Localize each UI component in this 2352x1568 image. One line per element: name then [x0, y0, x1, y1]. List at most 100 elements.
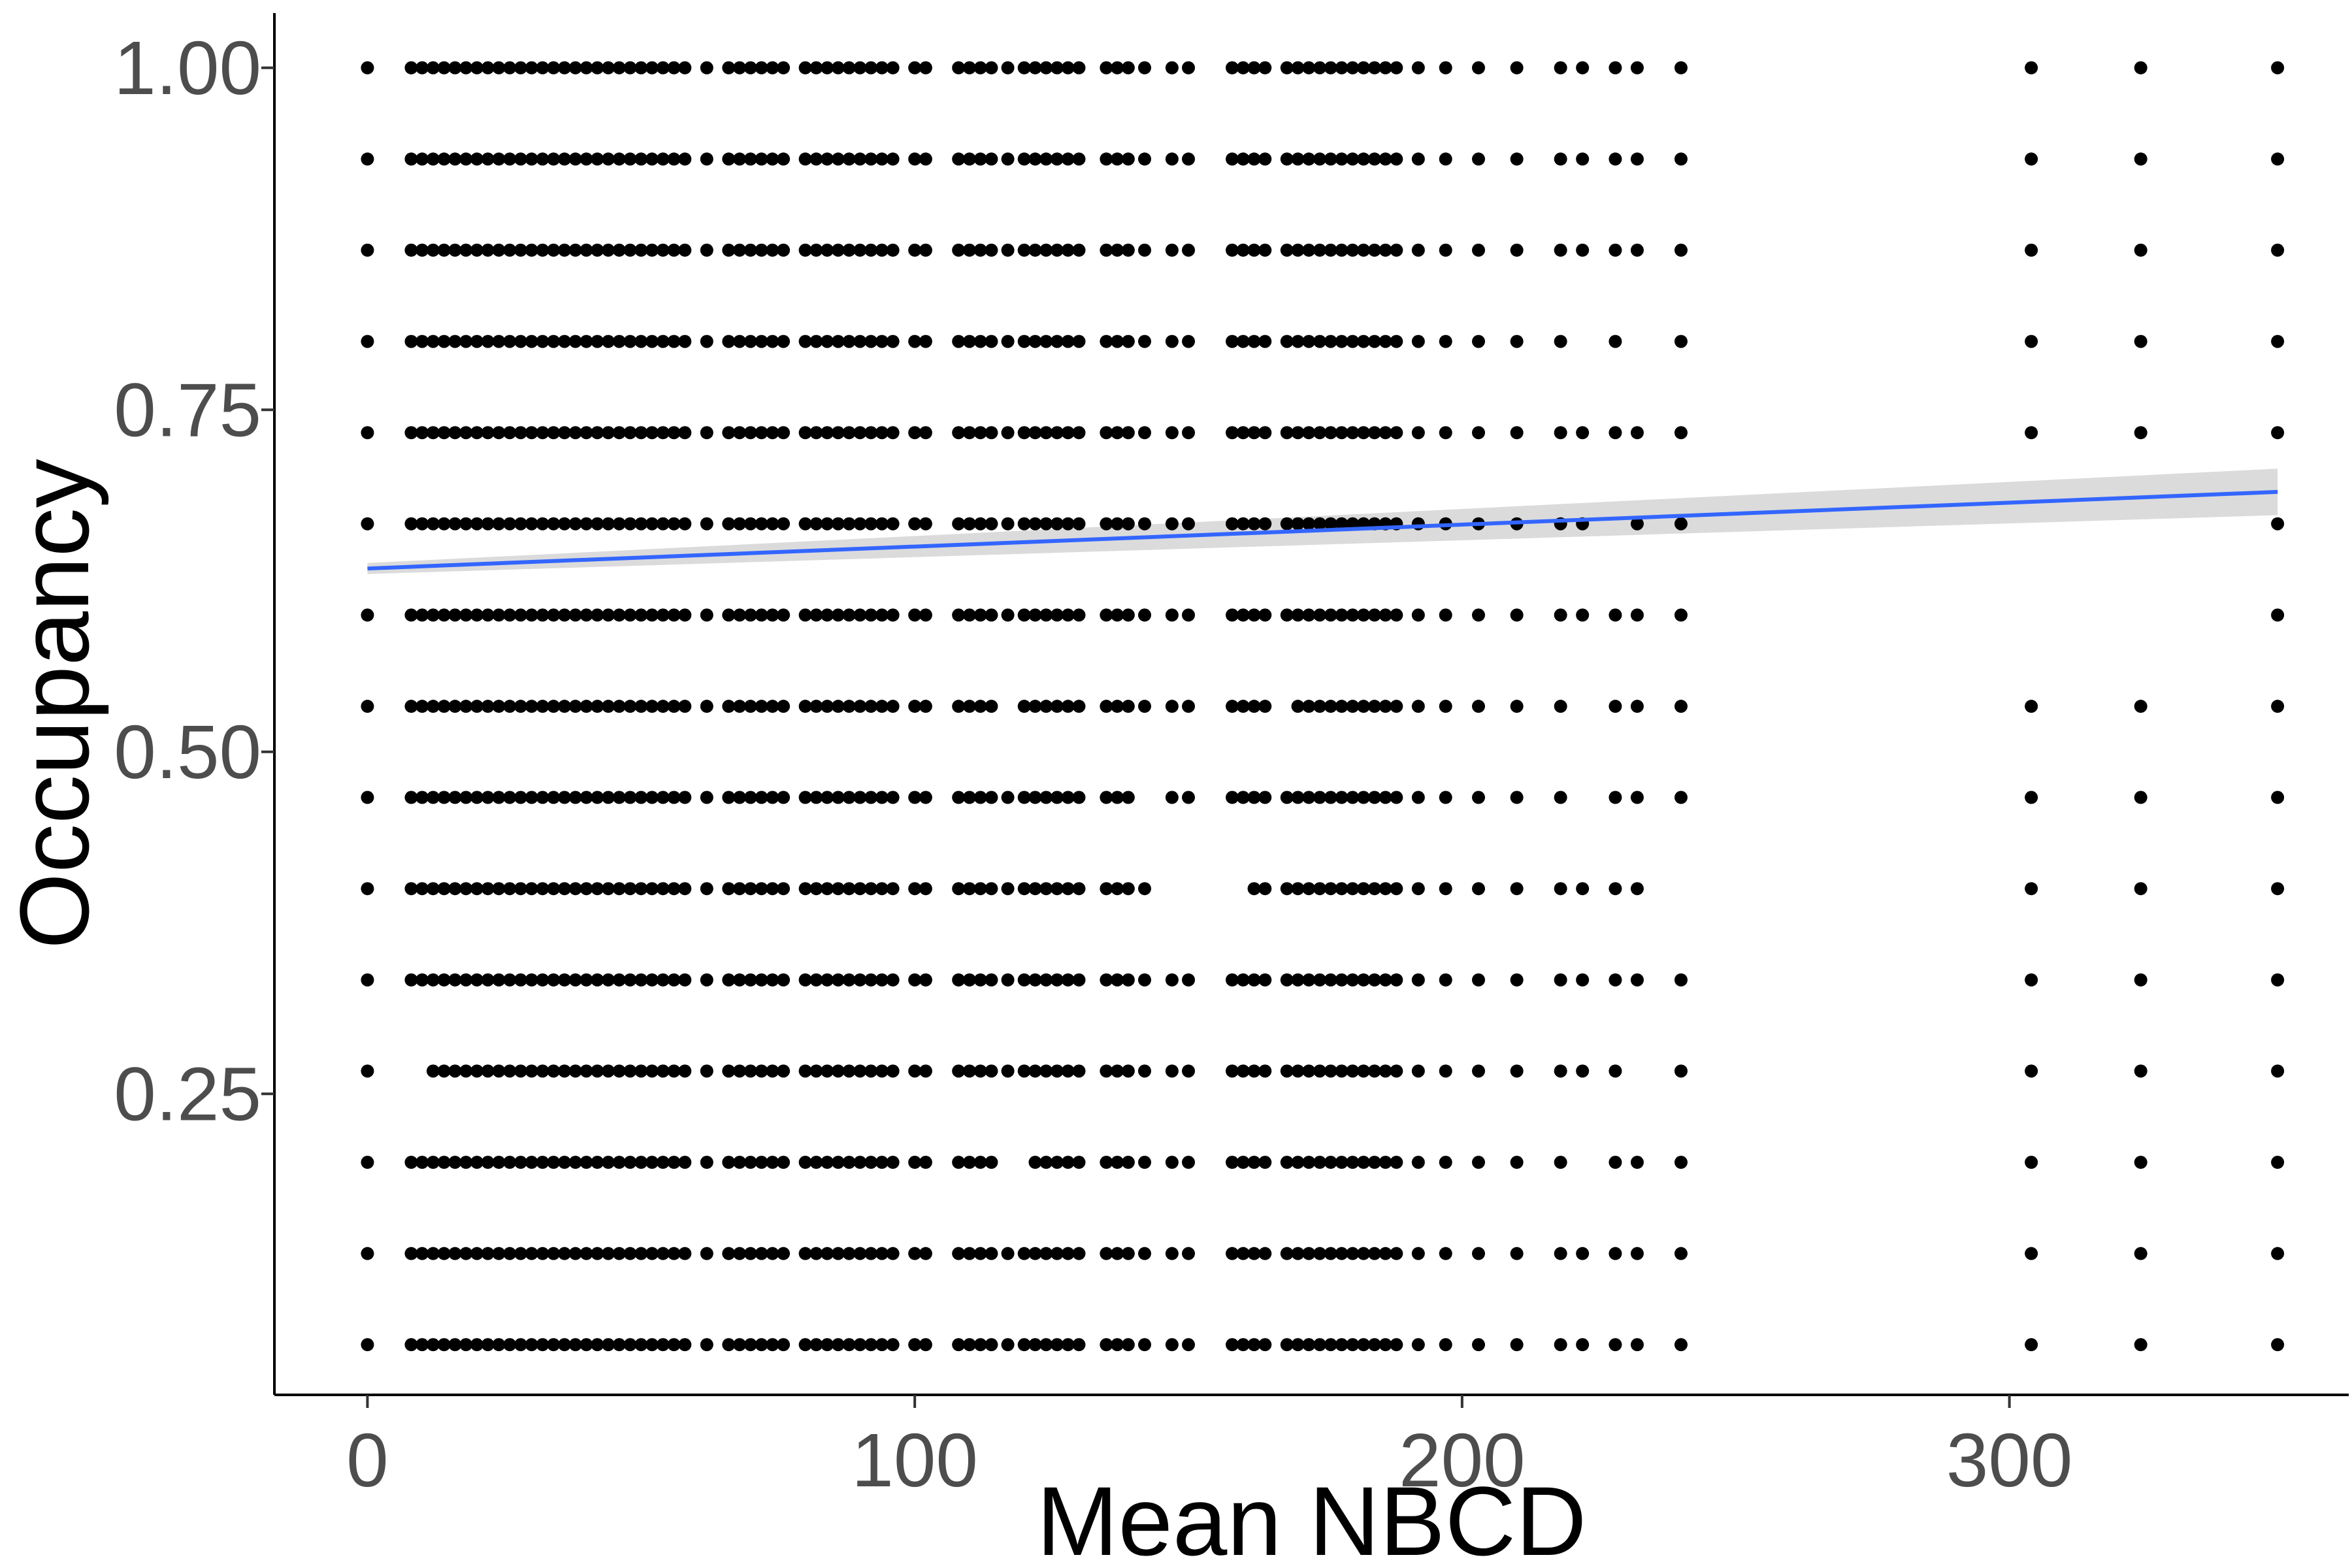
- data-point: [722, 1064, 736, 1078]
- data-point: [853, 517, 867, 531]
- data-point: [886, 973, 900, 987]
- data-point: [1324, 61, 1337, 74]
- data-point: [755, 335, 768, 348]
- data-point: [667, 700, 681, 713]
- data-point: [1472, 152, 1486, 166]
- data-point: [809, 973, 823, 987]
- data-point: [1390, 61, 1403, 74]
- data-point: [503, 1156, 517, 1169]
- data-point: [743, 608, 757, 622]
- data-point: [962, 517, 976, 531]
- data-point: [853, 791, 867, 804]
- data-point: [952, 152, 966, 166]
- data-point: [492, 791, 506, 804]
- data-point: [612, 61, 626, 74]
- data-point: [985, 426, 998, 440]
- data-point: [514, 791, 527, 804]
- data-point: [1050, 700, 1064, 713]
- data-point: [755, 517, 768, 531]
- data-point: [557, 426, 571, 440]
- data-point: [864, 243, 878, 257]
- data-point: [1226, 61, 1239, 74]
- data-point: [580, 152, 593, 166]
- data-point: [1379, 335, 1392, 348]
- data-point: [678, 1338, 692, 1352]
- data-point: [973, 1156, 987, 1169]
- data-point: [1100, 608, 1113, 622]
- data-point: [437, 973, 451, 987]
- data-point: [1674, 335, 1688, 348]
- data-point: [525, 335, 538, 348]
- data-point: [952, 882, 966, 896]
- data-point: [1324, 700, 1337, 713]
- data-point: [973, 152, 987, 166]
- data-point: [1137, 1064, 1151, 1078]
- data-point: [1609, 1247, 1622, 1260]
- data-point: [536, 1156, 549, 1169]
- data-point: [700, 700, 713, 713]
- data-point: [678, 1156, 692, 1169]
- data-point: [1324, 1156, 1337, 1169]
- data-point: [1472, 1338, 1486, 1352]
- data-point: [1291, 791, 1305, 804]
- data-point: [602, 243, 615, 257]
- data-point: [1061, 1156, 1075, 1169]
- data-point: [919, 608, 932, 622]
- data-point: [1137, 882, 1151, 896]
- data-point: [733, 700, 747, 713]
- data-point: [743, 1338, 757, 1352]
- data-point: [722, 426, 736, 440]
- data-point: [667, 1247, 681, 1260]
- data-point: [645, 152, 659, 166]
- data-point: [2134, 1247, 2148, 1260]
- data-point: [1335, 1156, 1348, 1169]
- data-point: [623, 1064, 637, 1078]
- data-point: [722, 608, 736, 622]
- data-point: [1324, 973, 1337, 987]
- data-point: [2134, 335, 2148, 348]
- data-point: [1072, 882, 1086, 896]
- data-point: [1247, 973, 1261, 987]
- data-point: [568, 1156, 582, 1169]
- data-point: [612, 426, 626, 440]
- data-point: [656, 1247, 670, 1260]
- data-point: [1100, 517, 1113, 531]
- data-point: [1630, 608, 1644, 622]
- data-point: [1050, 1064, 1064, 1078]
- data-point: [536, 61, 549, 74]
- data-point: [798, 1247, 812, 1260]
- data-point: [602, 152, 615, 166]
- data-point: [1061, 1338, 1075, 1352]
- data-point: [1335, 61, 1348, 74]
- data-point: [2134, 426, 2148, 440]
- data-point: [842, 1064, 856, 1078]
- data-point: [1510, 1064, 1524, 1078]
- data-point: [1039, 1338, 1053, 1352]
- data-point: [634, 608, 648, 622]
- data-point: [1226, 1064, 1239, 1078]
- data-point: [645, 426, 659, 440]
- data-point: [1121, 335, 1135, 348]
- data-point: [1280, 1247, 1294, 1260]
- data-point: [831, 517, 845, 531]
- data-point: [1510, 1156, 1524, 1169]
- data-point: [1472, 700, 1486, 713]
- data-point: [557, 882, 571, 896]
- data-point: [426, 1338, 440, 1352]
- data-point: [962, 791, 976, 804]
- data-point: [875, 335, 889, 348]
- data-point: [470, 1064, 483, 1078]
- y-tick-label: 0.50: [114, 710, 261, 794]
- data-point: [831, 882, 845, 896]
- data-point: [1346, 882, 1360, 896]
- data-point: [525, 973, 538, 987]
- data-point: [1472, 61, 1486, 74]
- data-point: [1390, 1247, 1403, 1260]
- data-point: [1072, 243, 1086, 257]
- data-point: [2025, 1156, 2038, 1169]
- data-point: [470, 61, 483, 74]
- data-point: [492, 335, 506, 348]
- data-point: [602, 882, 615, 896]
- data-point: [448, 882, 462, 896]
- data-point: [755, 61, 768, 74]
